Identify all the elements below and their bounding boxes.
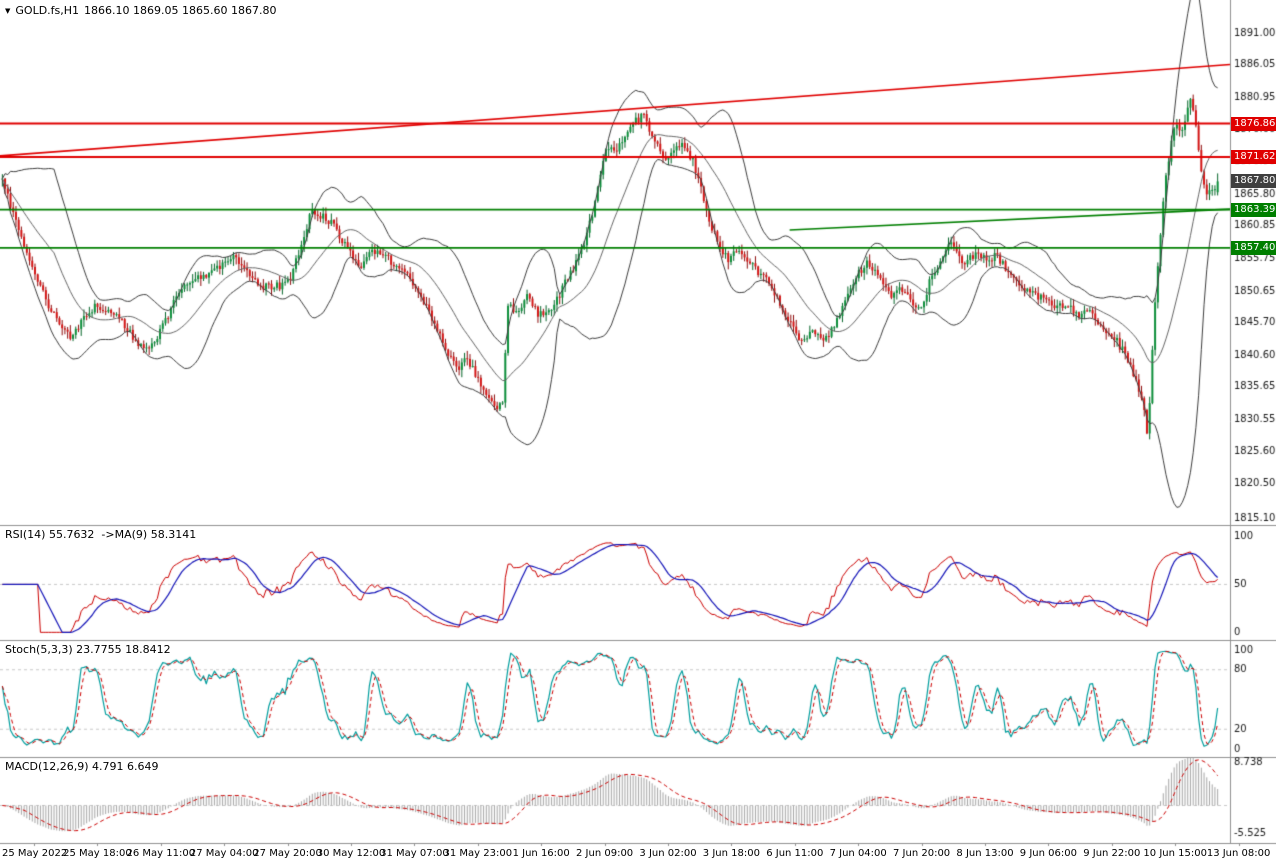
rsi-indicator-label: RSI(14) 55.7632 ->MA(9) 58.3141 [5,528,197,541]
ohlc-values-label: 1866.10 1869.05 1865.60 1867.80 [84,4,277,17]
triangle-marker-icon: ▼ [5,7,11,15]
stoch-indicator-label: Stoch(5,3,3) 23.7755 18.8412 [5,643,171,656]
macd-indicator-label: MACD(12,26,9) 4.791 6.649 [5,760,159,773]
chart-header: ▼ GOLD.fs,H1 1866.10 1869.05 1865.60 1867.… [5,4,277,17]
symbol-timeframe-label: GOLD.fs,H1 [15,4,80,17]
